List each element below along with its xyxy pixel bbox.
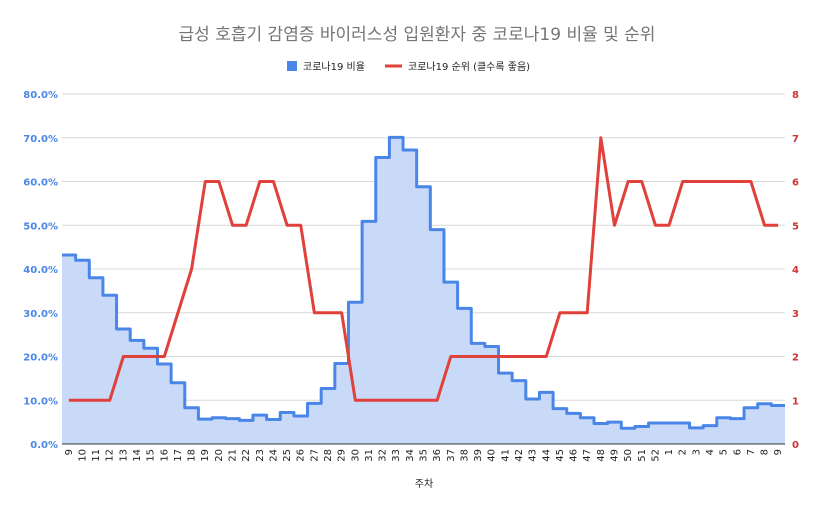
x-tick-label: 17 [173,449,184,462]
x-tick-label: 25 [282,449,293,462]
x-tick-label: 50 [623,449,634,462]
x-tick-label: 20 [214,449,225,462]
series-ratio-area [62,137,785,444]
x-tick-label: 24 [268,449,279,462]
y-left-tick-label: 80.0% [23,90,58,101]
legend-swatch-ratio [287,61,297,71]
x-tick-label: 42 [514,449,525,462]
x-axis-label: 주차 [415,478,433,490]
x-tick-label: 29 [337,449,348,462]
x-tick-label: 2 [678,449,689,455]
y-left-tick-label: 10.0% [23,396,58,407]
x-tick-label: 7 [746,449,757,455]
x-tick-label: 5 [719,449,730,455]
x-tick-label: 43 [528,449,539,462]
y-left-tick-label: 40.0% [23,265,58,276]
x-tick-label: 46 [569,449,580,462]
x-tick-label: 32 [378,449,389,462]
x-tick-label: 33 [391,449,402,462]
chart-title: 급성 호흡기 감염증 바이러스성 입원환자 중 코로나19 비율 및 순위 [179,25,656,45]
x-tick-label: 45 [555,449,566,462]
x-tick-label: 16 [159,449,170,462]
x-tick-label: 22 [241,449,252,462]
y-left-tick-label: 70.0% [23,134,58,145]
x-tick-label: 3 [691,449,702,455]
x-tick-label: 19 [200,449,211,462]
legend: 코로나19 비율 코로나19 순위 (클수록 좋음) [287,60,530,73]
x-tick-label: 8 [760,449,771,455]
x-tick-label: 9 [64,449,75,455]
x-tick-label: 21 [228,449,239,462]
y-right-tick-label: 1 [792,396,799,407]
y-left-tick-label: 0.0% [30,440,58,451]
y-right-tick-label: 7 [792,134,799,145]
x-tick-label: 38 [459,449,470,462]
x-tick-label: 12 [105,449,116,462]
y-left-tick-label: 20.0% [23,353,58,364]
legend-label-rank: 코로나19 순위 (클수록 좋음) [408,60,530,73]
x-tick-label: 27 [309,449,320,462]
x-tick-label: 39 [473,449,484,462]
x-tick-label: 26 [296,449,307,462]
y-right-tick-label: 8 [792,90,799,101]
x-tick-label: 18 [187,449,198,462]
x-tick-label: 30 [350,449,361,462]
y-axis-left: 0.0% 10.0% 20.0% 30.0% 40.0% 50.0% 60.0% 70.0% 8… [23,90,58,451]
x-tick-label: 44 [541,449,552,462]
x-tick-label: 49 [609,449,620,462]
x-tick-label: 14 [132,449,143,462]
x-tick-label: 10 [77,449,88,462]
x-tick-label: 9 [773,449,784,455]
y-right-tick-label: 3 [792,309,799,320]
series-rank-line [68,136,779,402]
x-tick-label: 15 [146,449,157,462]
x-tick-label: 28 [323,449,334,462]
x-tick-label: 6 [732,449,743,455]
x-axis: 9 10 11 12 13 14 15 16 17 18 19 20 21 22 23 24 25 26 27 28 2… [64,449,784,462]
x-tick-label: 31 [364,449,375,462]
series-ratio-line [62,135,785,430]
x-tick-label: 11 [91,449,102,462]
y-right-tick-label: 4 [792,265,799,276]
y-left-tick-label: 60.0% [23,178,58,189]
x-tick-label: 47 [582,449,593,462]
x-tick-label: 52 [650,449,661,462]
y-left-tick-label: 30.0% [23,309,58,320]
x-tick-label: 37 [446,449,457,462]
x-tick-label: 36 [432,449,443,462]
x-tick-label: 1 [664,449,675,455]
x-tick-label: 41 [500,449,511,462]
legend-label-ratio: 코로나19 비율 [303,61,365,73]
y-right-tick-label: 0 [792,440,799,451]
y-right-tick-label: 5 [792,221,799,232]
x-tick-label: 40 [487,449,498,462]
x-tick-label: 23 [255,449,266,462]
y-right-tick-label: 6 [792,178,799,189]
x-tick-label: 51 [637,449,648,462]
x-tick-label: 35 [419,449,430,462]
y-right-tick-label: 2 [792,353,799,364]
y-left-tick-label: 50.0% [23,221,58,232]
x-tick-label: 4 [705,449,716,455]
x-tick-label: 34 [405,449,416,462]
x-tick-label: 13 [118,449,129,462]
x-tick-label: 48 [596,449,607,462]
y-axis-right: 0 1 2 3 4 5 6 7 8 [792,90,799,451]
